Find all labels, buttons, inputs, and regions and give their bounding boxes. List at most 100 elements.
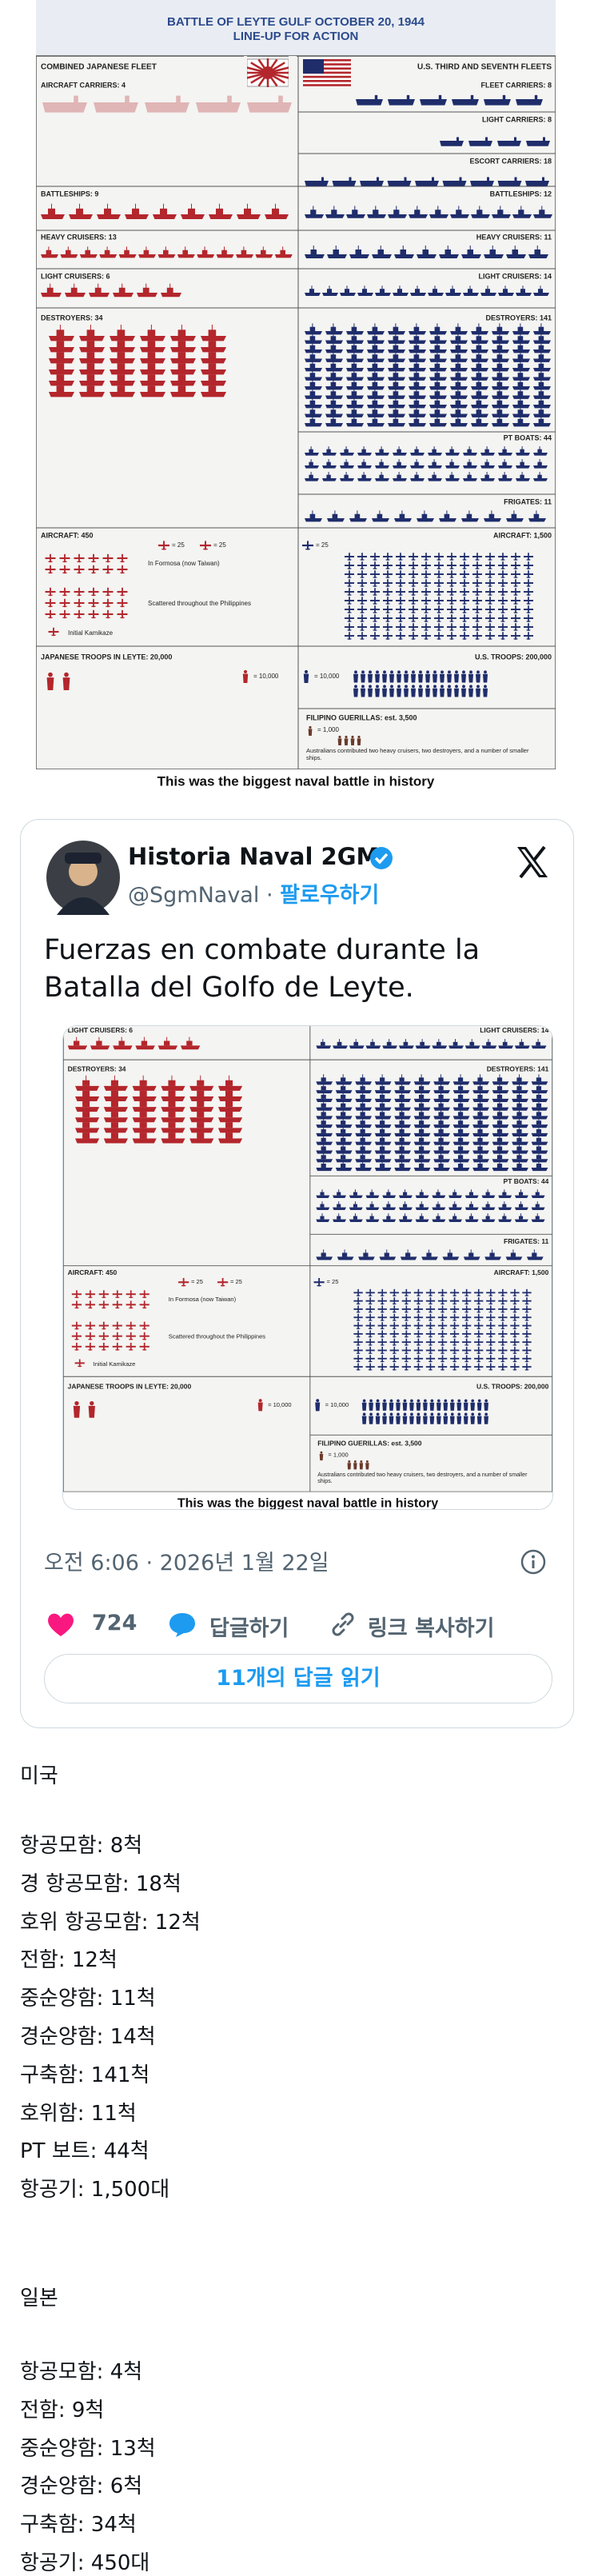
hull <box>316 1219 330 1222</box>
ship-icon <box>533 387 551 399</box>
hull <box>409 386 426 390</box>
fuselage <box>453 1322 456 1330</box>
ship-icon <box>217 1117 243 1133</box>
fuselage <box>514 1305 516 1313</box>
tail <box>513 585 518 587</box>
fuselage <box>526 1346 528 1354</box>
plane-icon <box>365 1305 375 1313</box>
fuselage <box>357 1322 359 1330</box>
ship-icon <box>305 446 319 456</box>
plane-icon <box>472 632 482 640</box>
plane-icon <box>357 623 367 631</box>
hull <box>110 369 135 375</box>
ship-icon <box>305 332 322 344</box>
hull <box>333 1045 348 1049</box>
plane-icon <box>486 1346 496 1354</box>
ship-icon <box>335 1074 353 1085</box>
fuselage <box>502 588 504 596</box>
fuselage <box>143 1342 146 1351</box>
tail <box>380 1369 385 1371</box>
tweet-handle[interactable]: @SgmNaval <box>128 883 260 908</box>
fuselage <box>489 561 491 569</box>
fuselage <box>90 1300 91 1309</box>
follow-link[interactable]: 팔로우하기 <box>280 883 380 908</box>
tweet-timestamp[interactable]: 오전 6:06 · 2026년 1월 22일 <box>44 1551 329 1576</box>
plane-icon <box>377 1363 387 1371</box>
plane-icon <box>357 597 367 605</box>
body <box>389 1416 394 1424</box>
ship-icon <box>325 206 345 218</box>
tail <box>77 594 82 596</box>
fuselage <box>502 561 504 569</box>
ship-icon <box>531 1117 548 1128</box>
hull <box>79 336 105 341</box>
fuselage <box>514 1330 516 1338</box>
ship-icon <box>533 405 551 417</box>
hull <box>90 1045 110 1050</box>
soldier-icon <box>315 1399 321 1412</box>
ship-icon <box>484 246 504 258</box>
ship-icon <box>305 286 321 296</box>
ship-icon <box>161 1075 185 1091</box>
head <box>397 1399 400 1403</box>
tail <box>475 612 480 613</box>
head <box>444 1399 448 1403</box>
ship-icon <box>216 246 234 258</box>
plane-icon <box>345 579 354 587</box>
ship-icon <box>325 369 343 381</box>
ship-icon <box>450 405 468 417</box>
list-item: 중순양함: 13척 <box>20 2436 156 2461</box>
ship-icon <box>394 1100 411 1111</box>
hull <box>484 1256 501 1260</box>
read-replies-button[interactable]: 11개의 답글 읽기 <box>44 1654 552 1703</box>
ship-icon <box>531 1091 548 1102</box>
like-icon[interactable] <box>46 1611 75 1638</box>
fuselage <box>429 1330 432 1338</box>
fuselage <box>130 1290 132 1299</box>
ship-icon <box>393 446 407 456</box>
hull <box>531 1132 548 1137</box>
fuselage <box>400 605 401 613</box>
plane-icon <box>389 1288 399 1296</box>
info-icon[interactable] <box>520 1548 547 1576</box>
hull <box>512 349 530 353</box>
reply-icon[interactable] <box>168 1611 197 1638</box>
fuselage <box>107 598 109 608</box>
hull <box>533 340 551 344</box>
plane-icon <box>498 1363 508 1371</box>
ship-icon <box>498 1201 512 1210</box>
ship-icon <box>472 1117 489 1128</box>
fuselage <box>349 623 350 631</box>
fuselage <box>369 1297 371 1305</box>
hull <box>355 1090 373 1094</box>
fuselage <box>425 570 427 578</box>
copy-link-button[interactable]: 링크 복사하기 <box>368 1616 495 1641</box>
tweet-author[interactable]: Historia Naval 2GM <box>128 843 380 870</box>
ship-icon <box>103 1085 128 1102</box>
title-line: BATTLE OF LEYTE GULF OCTOBER 20, 1944 <box>167 15 425 29</box>
body <box>242 673 249 683</box>
tail <box>488 1336 493 1338</box>
link-icon[interactable] <box>328 1609 358 1639</box>
fuselage <box>102 1332 105 1340</box>
avatar[interactable] <box>46 840 121 915</box>
plane-icon <box>413 1346 424 1354</box>
fuselage <box>405 1363 408 1371</box>
ship-icon <box>265 203 289 219</box>
head <box>476 685 480 689</box>
x-logo[interactable] <box>516 846 549 878</box>
hull <box>471 386 488 390</box>
tweet-media[interactable]: BATTLE OF LEYTE GULF OCTOBER 20, 1944LIN… <box>62 1025 553 1510</box>
soldier-icon <box>361 1399 367 1411</box>
fuselage <box>425 597 427 605</box>
plane-icon <box>401 1363 411 1371</box>
hull <box>512 386 530 390</box>
hull <box>374 1098 392 1102</box>
hull <box>316 1167 333 1172</box>
body <box>337 738 342 745</box>
hull <box>110 347 135 353</box>
label: JAPANESE TROOPS IN LEYTE: 20,000 <box>68 1383 192 1391</box>
ship-icon <box>161 1085 185 1102</box>
reply-button[interactable]: 답글하기 <box>209 1616 289 1641</box>
tail <box>360 559 365 561</box>
